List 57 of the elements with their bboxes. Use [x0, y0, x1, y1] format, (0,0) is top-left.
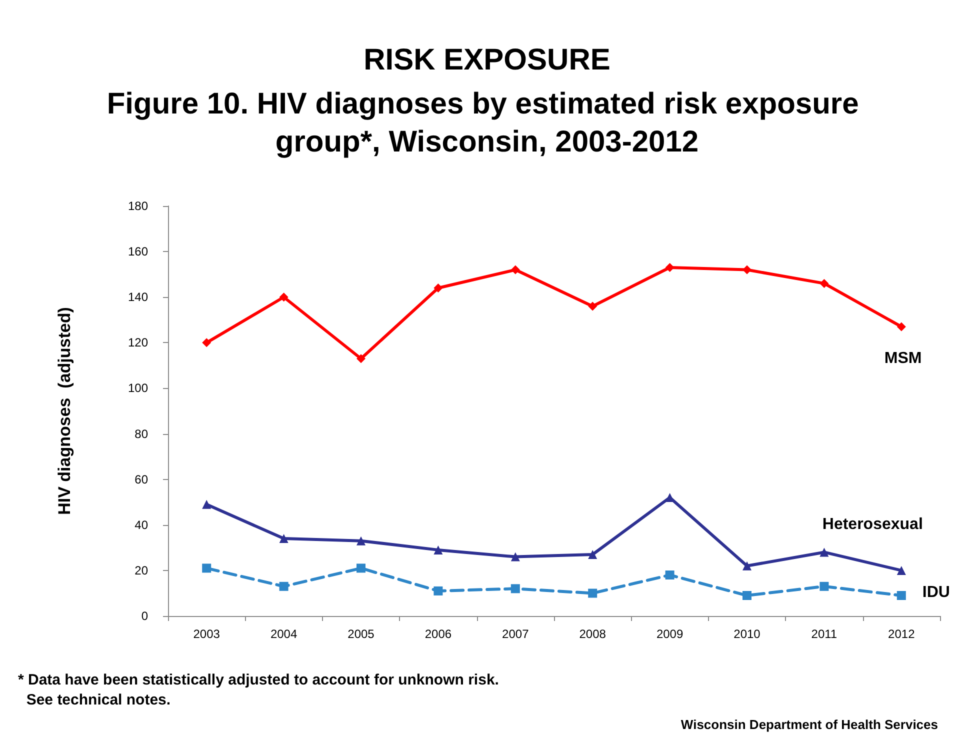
- point: [356, 536, 366, 546]
- x-tick-label: 2007: [502, 627, 530, 641]
- y-tick-label: 120: [128, 336, 148, 350]
- point: [742, 591, 752, 600]
- point: [820, 278, 829, 288]
- y-tick-label: 80: [134, 426, 148, 441]
- point: [279, 582, 288, 591]
- point: [896, 566, 906, 575]
- x-tick-label: 2006: [424, 627, 452, 641]
- series-label: IDU: [922, 584, 950, 601]
- y-axis-title: HIV diagnoses (adjusted): [55, 307, 74, 515]
- x-tick-label: 2004: [270, 627, 298, 641]
- y-tick-label: 40: [134, 518, 148, 532]
- point: [356, 354, 366, 364]
- y-tick-label: 60: [134, 472, 148, 486]
- x-tick-label: 2010: [734, 627, 761, 641]
- point: [356, 564, 366, 573]
- point: [434, 586, 443, 596]
- y-tick-label: 180: [128, 199, 148, 213]
- point: [742, 561, 752, 570]
- point: [665, 570, 674, 580]
- chart-subtitle: Figure 10. HIV diagnoses by estimated risk exposure group*, Wisconsin, 2003-2012: [106, 88, 868, 158]
- x-tick-label: 2009: [656, 627, 684, 641]
- point: [896, 322, 906, 332]
- y-tick-label: 0: [141, 609, 148, 623]
- point: [588, 302, 598, 311]
- x-tick-label: 2008: [579, 627, 606, 641]
- point: [279, 534, 288, 544]
- point: [820, 548, 829, 557]
- y-tick-label: 20: [134, 563, 148, 578]
- point: [896, 591, 906, 600]
- y-tick-label: 140: [128, 290, 148, 304]
- y-tick-label: 160: [128, 244, 148, 259]
- text: * Data have been statistically adjusted to account for unknown risk. See technical notes.: [18, 672, 499, 708]
- point: [510, 265, 520, 274]
- point: [820, 582, 829, 591]
- chart-title: RISK EXPOSURE: [364, 44, 610, 76]
- point: [588, 550, 598, 559]
- point: [434, 545, 443, 554]
- x-tick-label: 2011: [811, 627, 838, 641]
- series-label: Heterosexual: [822, 516, 923, 533]
- x-tick-label: 2005: [348, 627, 375, 641]
- point: [742, 265, 752, 274]
- x-tick-label: 2003: [193, 627, 220, 641]
- point: [510, 584, 520, 594]
- point: [665, 263, 674, 272]
- series-label: MSM: [884, 350, 922, 368]
- point: [588, 588, 598, 598]
- x-tick-label: 2012: [888, 627, 916, 641]
- point: [202, 338, 212, 348]
- text: Wisconsin Department of Health Services: [680, 717, 938, 732]
- point: [510, 552, 520, 562]
- point: [279, 292, 288, 302]
- point: [202, 500, 212, 509]
- point: [202, 564, 212, 573]
- y-tick-label: 100: [128, 381, 148, 396]
- point: [434, 284, 443, 292]
